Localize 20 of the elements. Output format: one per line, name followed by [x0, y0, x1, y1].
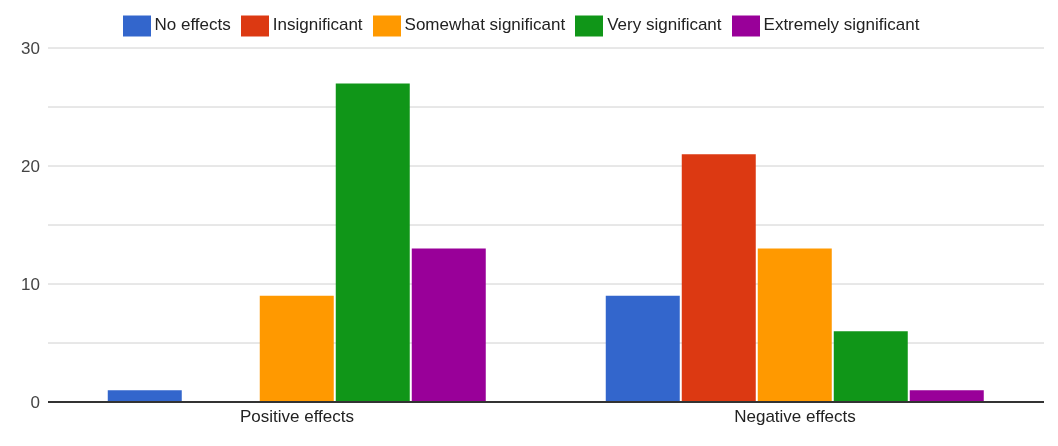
- legend-label: Insignificant: [272, 15, 363, 35]
- bar: [605, 295, 680, 402]
- bar: [833, 331, 908, 402]
- legend-label: Very significant: [607, 15, 722, 35]
- y-tick-label: 30: [21, 39, 40, 59]
- bar: [909, 390, 984, 402]
- bar: [107, 390, 182, 402]
- legend-label: No effects: [154, 15, 231, 35]
- bar: [757, 248, 832, 402]
- legend-label: Extremely significant: [763, 15, 920, 35]
- x-tick-label: Positive effects: [239, 407, 355, 427]
- y-tick-label: 20: [21, 157, 40, 177]
- legend-label: Somewhat significant: [404, 15, 566, 35]
- y-tick-label: 0: [30, 393, 40, 413]
- bar: [259, 295, 334, 402]
- bar: [681, 154, 756, 402]
- bar: [411, 248, 486, 402]
- x-tick-label: Negative effects: [734, 407, 856, 427]
- bar: [335, 83, 410, 402]
- y-tick-label: 10: [21, 275, 40, 295]
